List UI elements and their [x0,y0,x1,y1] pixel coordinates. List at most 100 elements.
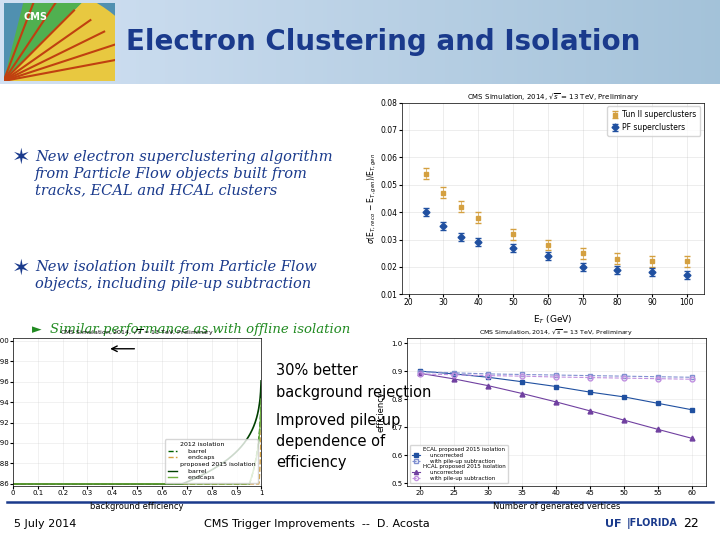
Bar [623,0,626,84]
Text: efficiency: efficiency [276,455,347,470]
Bar [673,0,677,84]
X-axis label: E$_T$ (GeV): E$_T$ (GeV) [533,313,573,326]
Bar [407,0,410,84]
Bar [565,0,569,84]
Text: tracks, ECAL and HCAL clusters: tracks, ECAL and HCAL clusters [35,184,277,198]
Text: objects, including pile-up subtraction: objects, including pile-up subtraction [35,278,311,292]
Bar [367,0,371,84]
Bar [230,0,234,84]
Bar [241,0,245,84]
Bar [144,0,148,84]
Bar [72,0,76,84]
Bar [335,0,338,84]
Bar [688,0,691,84]
Bar [612,0,616,84]
Bar [108,0,112,84]
Bar [590,0,594,84]
Bar [648,0,652,84]
Bar [155,0,158,84]
Bar [464,0,468,84]
Bar [479,0,482,84]
Bar [140,0,144,84]
Bar [292,0,295,84]
Bar [191,0,194,84]
Bar [202,0,205,84]
Bar [374,0,378,84]
Bar [554,0,558,84]
Bar [227,0,230,84]
Bar [238,0,241,84]
Bar [313,0,317,84]
Title: CMS Simulation, 2014, $\sqrt{s}$ = 13 TeV, Preliminary: CMS Simulation, 2014, $\sqrt{s}$ = 13 Te… [467,91,639,103]
Text: Electron Clustering and Isolation: Electron Clustering and Isolation [126,28,640,56]
Text: ✶: ✶ [12,147,31,167]
Bar [266,0,270,84]
Bar [90,0,94,84]
Bar [158,0,162,84]
Bar [572,0,576,84]
Bar [410,0,414,84]
Text: ►: ► [32,323,42,336]
Bar [310,0,313,84]
Bar [76,0,79,84]
Bar [169,0,173,84]
Bar [259,0,263,84]
Legend: Tun II superclusters, PF superclusters: Tun II superclusters, PF superclusters [607,106,701,136]
Bar [194,0,198,84]
Bar [173,0,176,84]
Bar [338,0,342,84]
Bar [698,0,702,84]
Bar [263,0,266,84]
Bar [608,0,612,84]
Bar [680,0,684,84]
Bar [716,0,720,84]
Bar [166,0,169,84]
Bar [583,0,587,84]
Bar [529,0,533,84]
Bar [50,0,54,84]
Bar [40,0,43,84]
Bar [421,0,425,84]
Bar [634,0,637,84]
Bar [25,0,29,84]
Bar [4,0,7,84]
Bar [713,0,716,84]
Bar [540,0,544,84]
Bar [360,0,364,84]
Bar [18,0,22,84]
Bar [133,0,137,84]
Text: UF: UF [605,519,621,529]
Bar [371,0,374,84]
Bar [281,0,284,84]
Bar [396,0,400,84]
Bar [605,0,608,84]
Y-axis label: efficiency: efficiency [377,392,386,432]
Bar [180,0,184,84]
Bar [454,0,457,84]
Bar [436,0,439,84]
Bar [112,0,115,84]
Bar [299,0,302,84]
Bar [137,0,140,84]
Bar [652,0,655,84]
Bar [558,0,562,84]
Text: |FLORIDA: |FLORIDA [626,518,678,529]
Bar [457,0,461,84]
Wedge shape [4,0,87,81]
Bar [475,0,479,84]
Bar [176,0,180,84]
Bar [101,0,104,84]
Bar [598,0,601,84]
Bar [22,0,25,84]
Bar [655,0,659,84]
Text: New electron superclustering algorithm: New electron superclustering algorithm [35,150,333,164]
Bar [544,0,547,84]
Bar [216,0,220,84]
Bar [184,0,187,84]
Text: dependence of: dependence of [276,434,386,449]
Text: Improved pile-up: Improved pile-up [276,413,401,428]
X-axis label: background efficiency: background efficiency [91,502,184,511]
Bar [36,0,40,84]
Bar [43,0,47,84]
Bar [522,0,526,84]
